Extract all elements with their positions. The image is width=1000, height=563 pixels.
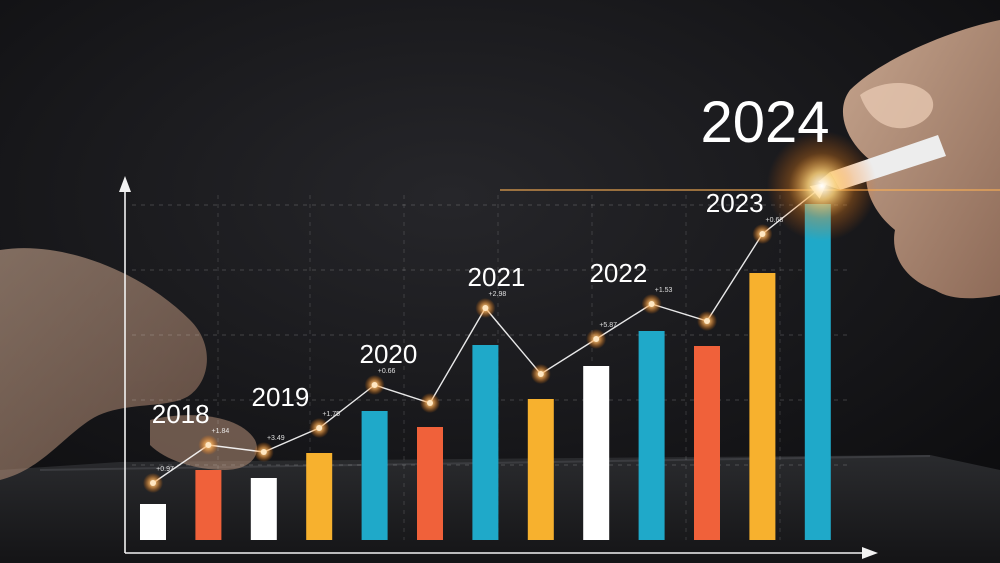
trend-point — [260, 449, 267, 455]
change-label: +1.84 — [212, 428, 230, 435]
stylus-flare — [766, 131, 877, 241]
bar — [472, 345, 499, 540]
trend-point — [593, 336, 600, 342]
year-label: 2018 — [152, 399, 210, 429]
change-label: +2.98 — [489, 291, 507, 298]
change-label: +1.75 — [322, 411, 340, 418]
bar — [694, 346, 720, 540]
trend-point — [648, 301, 655, 307]
trend-point — [205, 442, 212, 448]
trend-point — [537, 371, 544, 377]
change-label: +5.87 — [599, 322, 617, 329]
year-label: 2021 — [468, 262, 526, 292]
year-label: 2020 — [360, 339, 418, 369]
chart-title: 2024 — [700, 90, 829, 155]
trend-point — [482, 305, 489, 311]
change-label: +1.53 — [655, 287, 673, 294]
bar — [527, 399, 554, 540]
change-label: +0.68 — [766, 217, 784, 224]
bar — [306, 453, 333, 540]
bar — [361, 411, 388, 540]
bar — [749, 273, 776, 540]
bar — [638, 331, 665, 540]
bar — [195, 470, 222, 540]
change-label: +3.49 — [267, 435, 285, 442]
bar — [417, 427, 443, 540]
y-axis-arrow — [119, 176, 131, 192]
change-label: +0.66 — [378, 368, 396, 375]
bar — [140, 504, 166, 540]
year-label: 2022 — [589, 258, 647, 288]
change-label: +0.97 — [156, 466, 174, 473]
year-label: 2019 — [251, 382, 309, 412]
bar — [804, 204, 831, 540]
trend-point — [150, 480, 156, 486]
trend-point — [704, 318, 710, 324]
trend-line-group — [143, 189, 819, 493]
trend-point — [427, 400, 433, 406]
trend-point — [371, 382, 378, 388]
x-axis-arrow — [862, 547, 878, 559]
trend-point — [759, 231, 766, 237]
labels: 2018 2019 2020 2021 2022 2023 +0.97 +1.84 +3.49 +… — [152, 188, 784, 473]
bar — [250, 478, 277, 540]
trend-point — [316, 425, 323, 431]
bar — [583, 366, 610, 540]
year-label: 2023 — [706, 188, 764, 218]
bars — [140, 204, 831, 540]
